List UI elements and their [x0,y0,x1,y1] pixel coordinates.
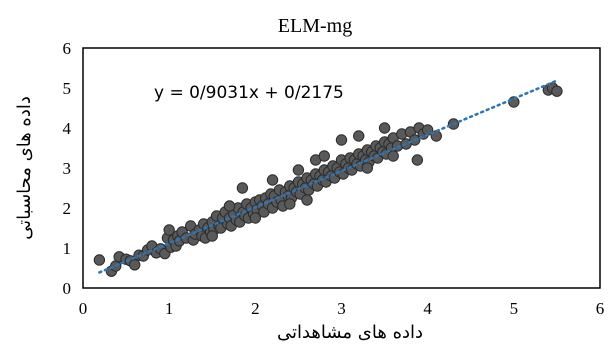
trendline-equation: y = 0/9031x + 0/2175 [154,83,344,103]
data-point [206,230,218,242]
data-point [361,162,374,174]
plot-area-frame [82,47,601,289]
data-point [353,130,365,142]
data-point [301,194,313,206]
data-point [284,198,296,210]
y-tick-label: 4 [63,119,72,138]
trendline [98,79,559,274]
x-tick-label: 2 [251,299,260,318]
data-point [387,150,399,162]
data-point [236,182,249,194]
data-point [93,254,106,266]
y-tick-label: 6 [63,39,72,58]
x-tick-label: 3 [337,299,346,318]
data-point [129,259,141,271]
data-point [249,212,262,224]
data-point [335,134,348,146]
y-tick-label: 2 [63,199,72,218]
y-axis-label: داده های محاسباتی [14,96,35,240]
y-axis-ticks: 0 1 2 3 4 5 6 [63,39,72,298]
data-point [318,150,330,162]
y-tick-label: 3 [63,159,72,178]
x-tick-label: 1 [165,299,174,318]
x-axis-ticks: 0 1 2 3 4 5 6 [79,299,605,318]
x-tick-label: 6 [596,299,605,318]
data-point [292,164,305,176]
x-tick-label: 4 [423,299,432,318]
data-point [411,154,424,166]
data-point [378,122,391,134]
data-point [266,174,279,186]
data-point [163,224,175,236]
x-tick-label: 0 [79,299,88,318]
x-tick-label: 5 [510,299,519,318]
x-axis-label: داده های مشاهداتی [277,322,423,343]
y-tick-label: 1 [63,239,72,258]
data-point [551,85,563,97]
chart-title: ELM-mg [278,15,352,37]
y-tick-label: 5 [63,79,72,98]
data-point [223,200,236,212]
y-tick-label: 0 [63,279,72,298]
